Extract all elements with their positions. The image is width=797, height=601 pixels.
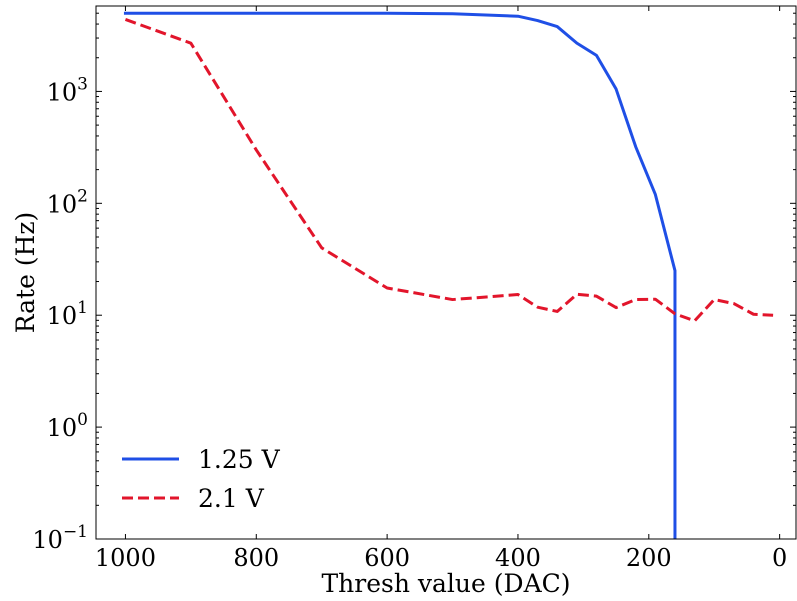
y-tick-label: 100: [47, 410, 88, 442]
legend-label: 1.25 V: [198, 445, 281, 474]
y-tick-label: 10−1: [32, 522, 88, 554]
x-axis-label: Thresh value (DAC): [322, 569, 571, 598]
y-tick-label: 103: [47, 74, 88, 106]
series-line-2: [124, 18, 774, 323]
x-tick-label: 800: [233, 544, 279, 572]
legend-label: 2.1 V: [198, 484, 265, 513]
x-tick-label: 1000: [95, 544, 156, 572]
y-axis-label: Rate (Hz): [11, 212, 40, 334]
series-layer: [123, 11, 774, 539]
x-tick-label: 0: [772, 544, 787, 572]
legend: 1.25 V 2.1 V: [122, 445, 281, 513]
y-tick-label: 102: [47, 186, 88, 218]
x-tick-label: 200: [626, 544, 672, 572]
y-ticks: 10−1 100 101 102 103: [32, 12, 796, 554]
plot-frame: [95, 5, 797, 540]
x-tick-label: 600: [364, 544, 410, 572]
series-line-1: [123, 11, 677, 539]
x-ticks: 1000 800 600 400 200 0: [95, 6, 787, 572]
x-tick-label: 400: [495, 544, 541, 572]
y-tick-label: 101: [47, 298, 88, 330]
